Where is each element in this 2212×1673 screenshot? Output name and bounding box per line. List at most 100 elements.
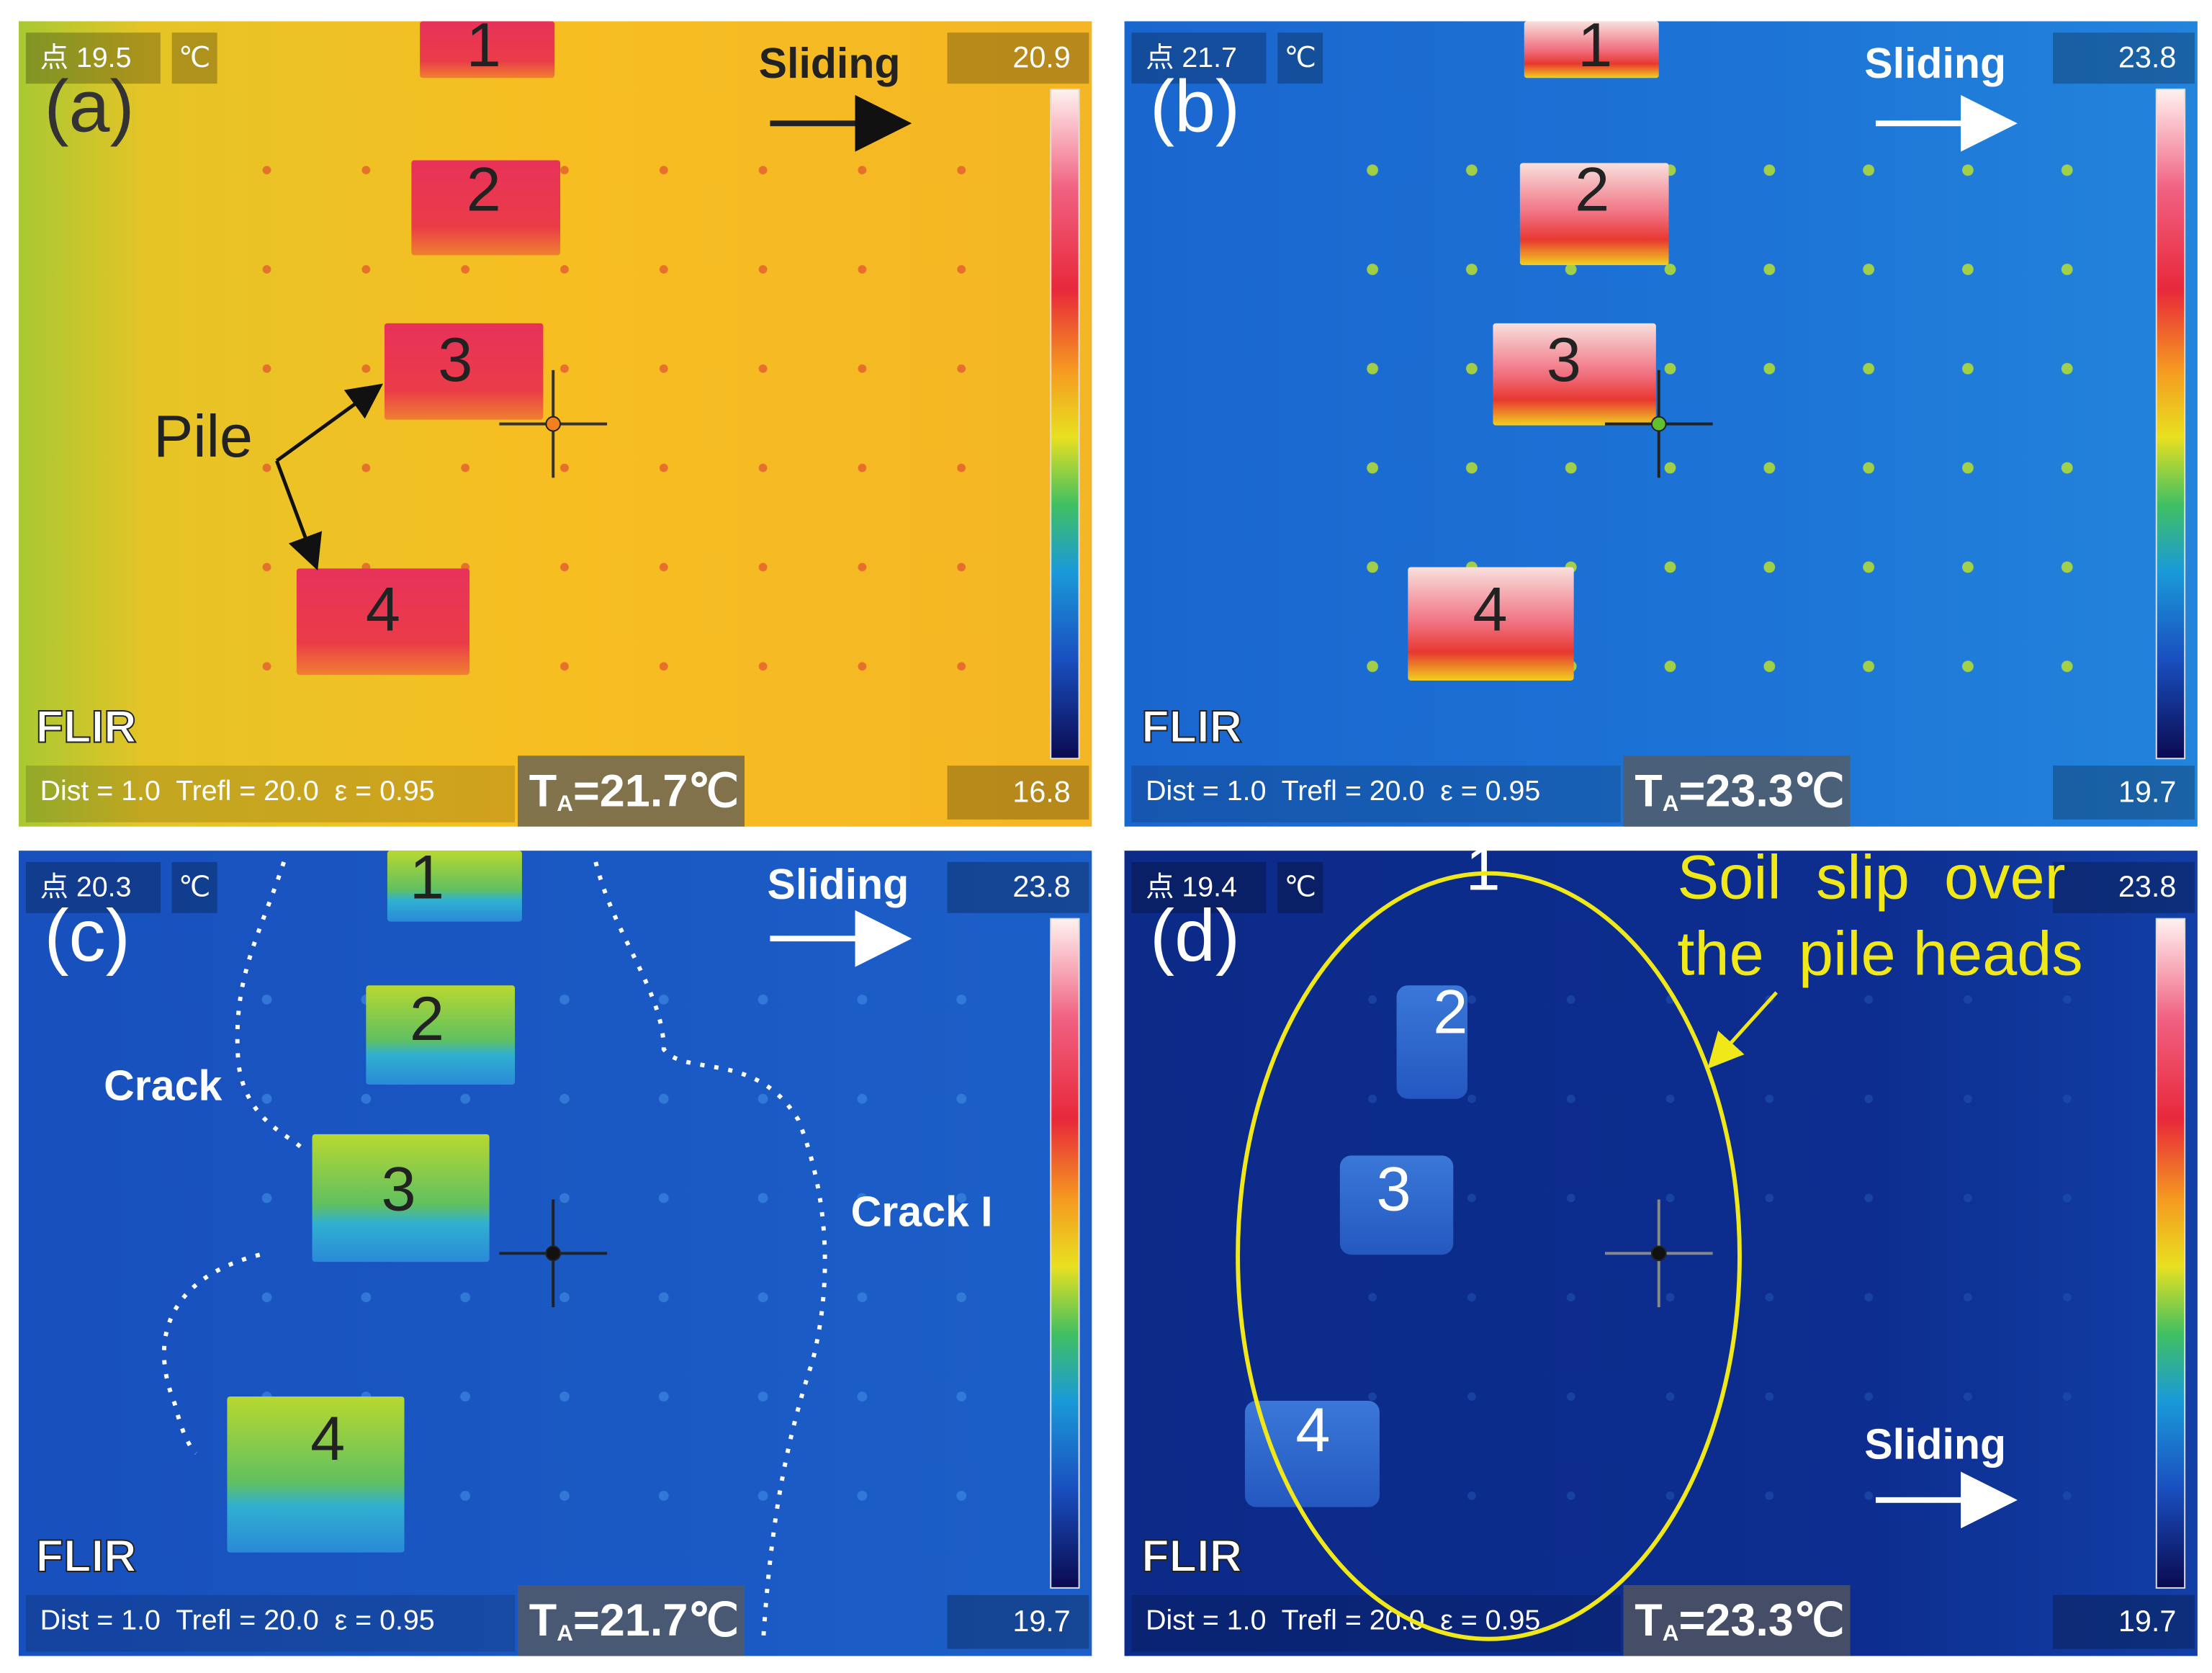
min-box [947,766,1089,820]
ambient-subscript: A [1663,1620,1679,1646]
spot-temperature: 点 19.4 [1146,871,1237,903]
scale-max: 23.8 [2118,41,2176,74]
scale-min: 19.7 [1012,1605,1070,1638]
ambient-temperature: TA=23.3℃ [1635,766,1844,816]
ambient-value: =23.3℃ [1679,766,1845,816]
ambient-subscript: A [557,1620,573,1646]
spot-box [1131,861,1267,913]
ambient-symbol: T [1635,1595,1662,1646]
panel-label: (c) [44,894,130,977]
camera-parameters: Dist = 1.0 Trefl = 20.0 ε = 0.95 [40,1605,435,1636]
max-box [2053,32,2195,84]
unit-box [1277,32,1323,84]
ambient-subscript: A [557,791,573,817]
scale-max: 23.8 [2118,870,2176,903]
thermal-panel: 1 2 3 4 点 19.4 ℃ 23.8 19.7 (d) Sliding FLIR Dist = … [1124,835,2198,1656]
annotation-arrow [1707,991,1778,1069]
camera-brand: FLIR [1141,1531,1242,1582]
crack-line [235,861,304,1150]
dot-markers [1365,907,2131,1588]
max-box [2053,861,2195,913]
spot-temperature: 点 21.7 [1146,42,1237,73]
unit: ℃ [179,871,210,903]
crosshair-center [1650,416,1667,432]
ambient-value: =21.7℃ [573,766,739,816]
pile-head [1244,1401,1380,1507]
pile-number: 1 [1578,11,1612,80]
pile-number: 1 [1466,835,1501,904]
pile-number: 2 [1433,977,1467,1046]
sliding-label: Sliding [759,40,901,87]
crack-line [593,861,827,1645]
crack-line [162,1252,261,1455]
pile-head [1524,21,1659,79]
ambient-symbol: T [529,1595,557,1646]
spot-box [25,32,161,84]
scale-min: 16.8 [1012,775,1070,808]
max-box [947,861,1089,913]
camera-parameters: Dist = 1.0 Trefl = 20.0 ε = 0.95 [1146,775,1540,807]
annotation-arrow [275,383,384,462]
annotation: Crack [104,1062,222,1110]
annotation: Crack I [851,1188,993,1236]
thermal-panel: 1 2 3 4 点 21.7 ℃ 23.8 19.7 (b) Sliding FLIR Dist = … [1124,11,2198,827]
panel-label: (b) [1150,65,1240,148]
unit-box [1277,861,1323,913]
ambient-value: =21.7℃ [573,1595,739,1646]
pile-head [420,21,555,79]
ambient-box [518,1584,745,1656]
scale-min: 19.7 [2118,1605,2176,1638]
panel-label: (d) [1150,894,1240,977]
footer-bar [1131,1594,1621,1652]
unit: ℃ [1285,42,1316,73]
max-box [947,32,1089,84]
spot-temperature: 点 19.5 [40,42,132,73]
pile-number: 3 [1547,326,1581,395]
ambient-box [518,755,745,827]
pile-head [227,1396,405,1553]
pile-head [1519,163,1669,266]
ambient-subscript: A [1663,791,1679,817]
thermal-panel: 1 2 3 4 点 19.5 ℃ 20.9 16.8 (a) Sliding FLIR Dist = … [19,11,1092,827]
footer-bar [25,766,516,822]
pile-head [384,323,544,420]
pile-number: 2 [467,156,501,225]
camera-parameters: Dist = 1.0 Trefl = 20.0 ε = 0.95 [40,775,435,807]
color-scale [1050,918,1080,1589]
unit-box [171,861,217,913]
color-scale [2155,89,2186,760]
pile-number: 1 [467,11,501,80]
camera-parameters: Dist = 1.0 Trefl = 20.0 ε = 0.95 [1146,1605,1540,1636]
ambient-value: =23.3℃ [1679,1595,1845,1646]
pile-head [296,568,470,676]
panel-label: (a) [44,65,134,148]
pile-number: 3 [438,326,472,395]
pile-number: 3 [1377,1154,1411,1224]
spot-box [1131,32,1267,84]
spot-box [25,861,161,913]
pile-number: 2 [1575,156,1609,225]
ambient-symbol: T [1635,766,1662,816]
pile-number: 1 [410,843,444,912]
pile-number: 4 [366,575,400,644]
highlight-ellipse [1236,871,1742,1641]
scale-min: 19.7 [2118,775,2176,808]
crosshair-center [1650,1245,1667,1262]
annotation-arrow [275,459,323,571]
camera-brand: FLIR [36,1531,137,1582]
scale-max: 20.9 [1012,41,1070,74]
pile-head [312,1134,490,1262]
pile-number: 4 [1473,575,1507,644]
camera-brand: FLIR [1141,701,1242,752]
annotation: Soil slip over [1677,843,2065,912]
footer-bar [25,1594,516,1652]
ambient-symbol: T [529,766,557,816]
sliding-label: Sliding [767,861,909,908]
pile-number: 4 [1295,1396,1330,1465]
min-box [947,1594,1089,1649]
annotation: Pile [153,403,253,470]
pile-number: 3 [382,1154,416,1224]
spot-temperature: 点 20.3 [40,871,132,903]
